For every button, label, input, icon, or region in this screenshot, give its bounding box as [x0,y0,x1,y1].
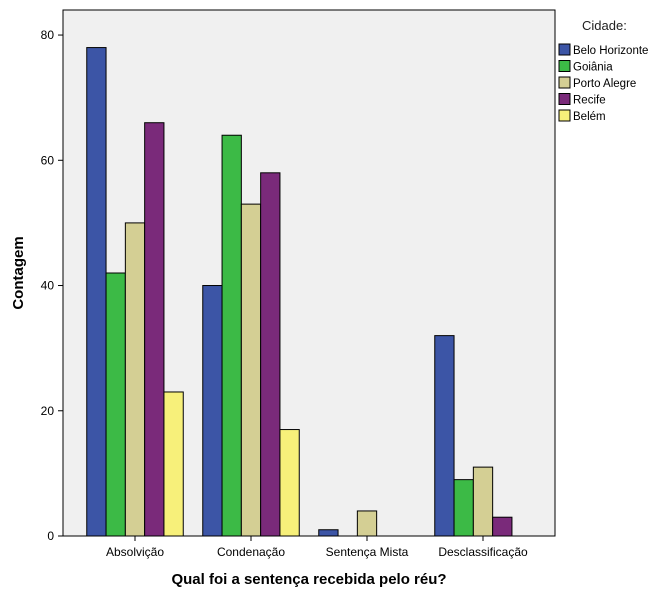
bar [472,466,494,537]
x-axis-label: Qual foi a sentença recebida pelo réu? [171,571,446,588]
bar [221,134,242,537]
x-tick-label: Desclassificação [438,545,528,559]
bar [86,47,107,537]
legend-swatch [558,43,571,56]
legend-label: Goiânia [573,62,613,74]
bar [260,172,281,537]
bars-group [86,47,513,537]
legend-label: Belo Horizonte [573,45,648,57]
bar [318,529,339,537]
y-tick-label: 40 [41,279,55,293]
x-tick-label: Sentença Mista [326,545,409,559]
legend: Cidade: Belo Horizonte Goiânia Porto Alegr… [558,18,648,123]
bar [124,222,146,537]
legend-swatch [558,109,571,122]
bar [163,391,184,537]
legend-swatch [558,60,571,72]
legend-swatch [558,93,571,105]
x-tick-label: Absolvição [106,545,164,559]
bar [240,203,262,537]
bar [279,429,300,537]
legend-label: Porto Alegre [573,78,636,90]
legend-title: Cidade: [582,18,627,33]
bar [453,479,474,537]
legend-label: Belém [573,111,606,123]
x-axis: Absolvição Condenação Sentença Mista Descla… [106,536,528,559]
legend-label: Recife [573,95,606,107]
legend-swatch [558,76,571,89]
bar [105,272,126,537]
y-tick-label: 0 [47,529,54,543]
y-tick-label: 80 [41,28,55,42]
y-tick-label: 60 [41,153,55,167]
y-tick-label: 20 [41,404,55,418]
bar [434,335,455,537]
bar [202,285,223,537]
bar [492,516,513,537]
y-axis: 0 20 40 60 80 [41,28,63,543]
y-axis-label: Contagem [10,236,27,309]
x-tick-label: Condenação [217,545,285,559]
bar [144,122,165,537]
bar [356,510,378,537]
